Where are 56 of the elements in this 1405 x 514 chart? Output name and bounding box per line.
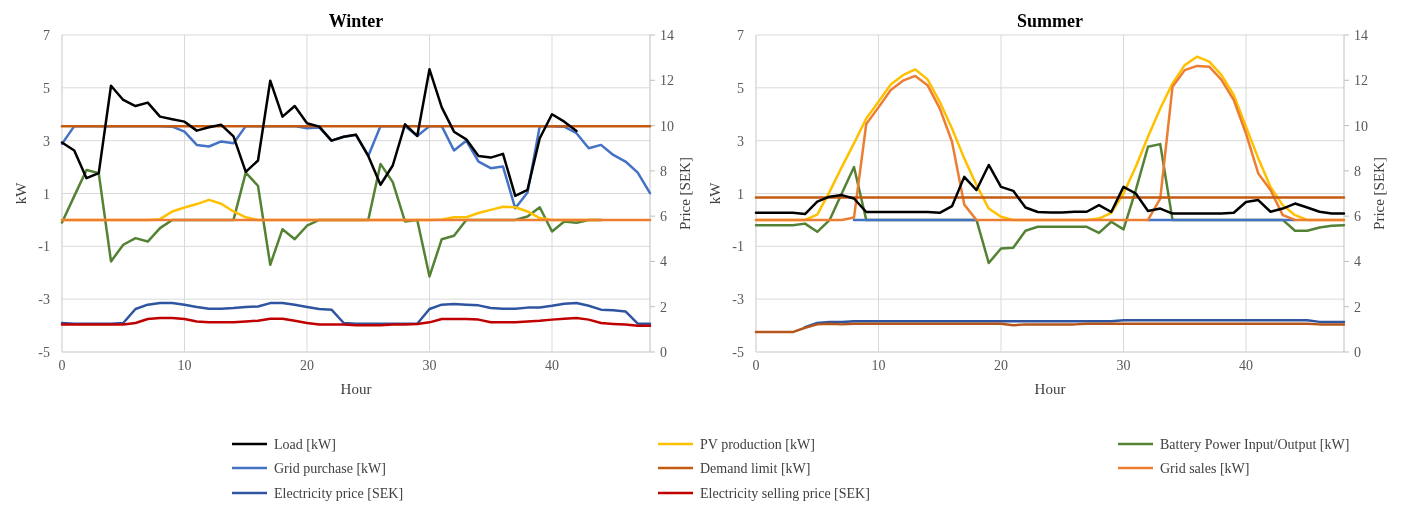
y2-tick-label: 4 — [1354, 254, 1361, 270]
x-axis-title: Hour — [340, 381, 372, 397]
legend-label: Load [kW] — [274, 437, 336, 452]
y-tick-label: 3 — [43, 133, 50, 149]
x-tick-label: 30 — [422, 358, 437, 373]
legend-label: Grid purchase [kW] — [274, 461, 386, 476]
x-tick-label: 10 — [871, 358, 886, 373]
x-tick-label: 0 — [752, 358, 760, 373]
y-tick-label: -1 — [38, 239, 50, 255]
y2-tick-label: 4 — [660, 254, 667, 270]
x-axis-title: Hour — [1034, 381, 1066, 397]
x-tick-label: 20 — [994, 358, 1008, 373]
y2-tick-label: 12 — [660, 73, 674, 89]
x-tick-label: 20 — [300, 358, 314, 373]
y2-tick-label: 12 — [1354, 73, 1368, 89]
y2-tick-label: 10 — [660, 118, 674, 134]
legend-label: Electricity selling price [SEK] — [700, 486, 870, 501]
y-tick-label: -1 — [732, 239, 744, 255]
y-tick-label: 5 — [43, 80, 50, 96]
y2-tick-label: 2 — [1354, 299, 1361, 315]
y-tick-label: 1 — [737, 186, 744, 202]
legend-label: Electricity price [SEK] — [274, 486, 404, 501]
x-tick-label: 30 — [1116, 358, 1131, 373]
y2-tick-label: 6 — [1354, 209, 1361, 225]
y2-tick-label: 10 — [1354, 118, 1368, 134]
y2-tick-label: 14 — [660, 28, 674, 43]
y-tick-label: -3 — [38, 292, 50, 308]
y-tick-label: 5 — [737, 80, 744, 96]
legend-label: PV production [kW] — [700, 437, 815, 452]
x-tick-label: 40 — [545, 358, 559, 373]
legend-label: Demand limit [kW] — [700, 461, 811, 476]
y2-tick-label: 0 — [1354, 345, 1361, 360]
x-tick-label: 40 — [1239, 358, 1253, 373]
legend-label: Grid sales [kW] — [1160, 461, 1250, 476]
y-tick-label: 7 — [737, 28, 744, 43]
chart-title: Summer — [1017, 11, 1083, 31]
y2-axis-title: Price [SEK] — [677, 157, 693, 230]
y-tick-label: 1 — [43, 186, 50, 202]
y-tick-label: -3 — [732, 292, 744, 308]
y-tick-label: 7 — [43, 28, 50, 43]
x-tick-label: 0 — [58, 358, 66, 373]
legend-label: Battery Power Input/Output [kW] — [1160, 437, 1350, 452]
y2-tick-label: 2 — [660, 299, 667, 315]
y-tick-label: -5 — [38, 345, 50, 360]
y-axis-title: kW — [707, 181, 723, 205]
x-tick-label: 10 — [177, 358, 192, 373]
y2-tick-label: 14 — [1354, 28, 1368, 43]
y2-tick-label: 8 — [1354, 163, 1361, 179]
y-tick-label: -5 — [732, 345, 744, 360]
y-tick-label: 3 — [737, 133, 744, 149]
chart-title: Winter — [328, 11, 384, 31]
y2-tick-label: 6 — [660, 209, 667, 225]
y2-axis-title: Price [SEK] — [1371, 157, 1387, 230]
y-axis-title: kW — [13, 181, 29, 205]
y2-tick-label: 8 — [660, 163, 667, 179]
y2-tick-label: 0 — [660, 345, 667, 360]
